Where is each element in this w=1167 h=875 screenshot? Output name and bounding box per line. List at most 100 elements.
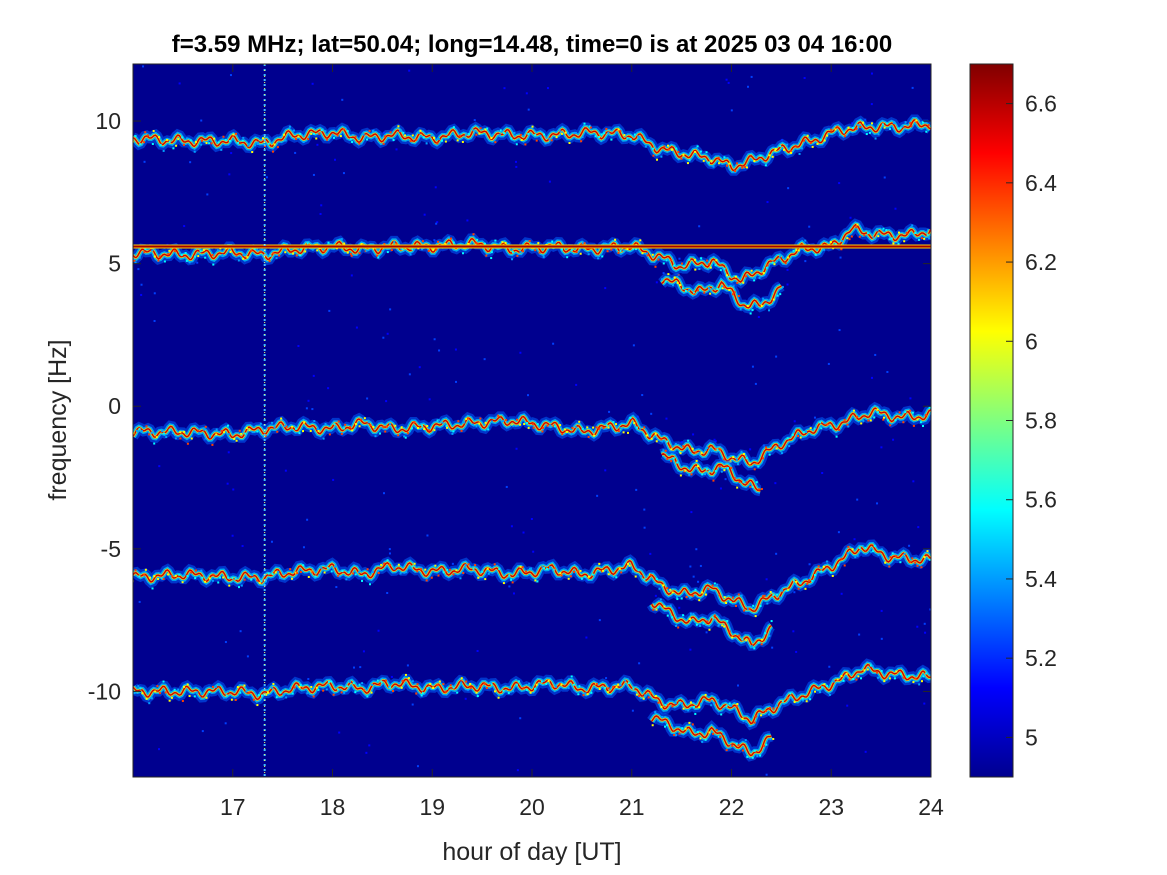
trace-pixel xyxy=(911,411,914,414)
trace-pixel xyxy=(475,241,478,244)
trace-pixel xyxy=(912,424,915,427)
trace-pixel xyxy=(302,564,305,567)
trace-pixel xyxy=(238,429,241,432)
trace-pixel xyxy=(733,477,736,480)
trace-pixel xyxy=(626,248,629,251)
heatmap-speckle-cell xyxy=(227,451,230,454)
trace-pixel xyxy=(490,416,493,419)
trace-pixel xyxy=(688,721,691,724)
heatmap-speckle-cell xyxy=(916,625,919,628)
trace-pixel xyxy=(595,426,598,429)
trace-pixel xyxy=(666,587,669,590)
trace-pixel xyxy=(397,434,400,437)
heatmap-traces xyxy=(133,64,931,777)
trace-pixel xyxy=(751,485,754,488)
trace-pixel xyxy=(675,734,678,737)
heatmap-speckle-cell xyxy=(546,87,549,90)
trace-pixel xyxy=(332,693,335,696)
trace-pixel xyxy=(741,306,744,309)
heatmap-speckle-cell xyxy=(365,751,368,754)
trace-pixel xyxy=(273,426,276,429)
colorbar-tick-label: 5.4 xyxy=(1025,566,1057,592)
trace-pixel xyxy=(352,247,355,250)
trace-pixel xyxy=(472,567,475,570)
trace-pixel xyxy=(740,450,743,453)
trace-pixel xyxy=(437,419,440,422)
trace-pixel xyxy=(597,257,600,260)
trace-pixel xyxy=(578,685,581,688)
trace-pixel xyxy=(389,131,392,134)
trace-pixel xyxy=(883,126,886,129)
y-tick-label: -10 xyxy=(88,678,121,704)
trace-pixel xyxy=(729,601,732,604)
trace-pixel xyxy=(865,133,868,136)
heatmap-speckle-cell xyxy=(786,283,789,286)
trace-pixel xyxy=(719,269,722,272)
trace-pixel xyxy=(295,254,298,257)
trace-pixel xyxy=(394,424,397,427)
heatmap-speckle-cell xyxy=(353,666,356,669)
trace-pixel xyxy=(573,570,576,573)
trace-pixel xyxy=(696,145,699,148)
trace-pixel xyxy=(222,576,225,579)
trace-pixel xyxy=(755,481,758,484)
trace-pixel xyxy=(864,546,867,549)
heatmap-speckle-cell xyxy=(827,362,830,365)
colorbar-tick-label: 6.2 xyxy=(1025,249,1057,275)
trace-pixel xyxy=(730,466,733,469)
trace-pixel xyxy=(318,132,321,135)
trace-pixel xyxy=(456,691,459,694)
trace-pixel xyxy=(360,142,363,145)
trace-pixel xyxy=(663,605,666,608)
trace-pixel xyxy=(685,595,688,598)
trace-pixel xyxy=(670,258,673,261)
trace-pixel xyxy=(871,665,874,668)
trace-pixel xyxy=(415,138,418,141)
trace-pixel xyxy=(225,694,228,697)
trace-pixel xyxy=(362,133,365,136)
trace-pixel xyxy=(708,699,711,702)
trace-pixel xyxy=(143,141,146,144)
trace-pixel xyxy=(186,683,189,686)
trace-pixel xyxy=(202,428,205,431)
trace-pixel xyxy=(607,687,610,690)
trace-pixel xyxy=(718,594,721,597)
trace-pixel xyxy=(397,682,400,685)
trace-pixel xyxy=(711,287,714,290)
trace-pixel xyxy=(742,481,745,484)
trace-pixel xyxy=(306,421,309,424)
trace-pixel xyxy=(507,692,510,695)
trace-pixel xyxy=(741,749,744,752)
trace-pixel xyxy=(540,680,543,683)
trace-pixel xyxy=(254,144,257,147)
trace-pixel xyxy=(523,423,526,426)
trace-pixel xyxy=(592,426,595,429)
trace-pixel xyxy=(385,425,388,428)
heatmap-trace xyxy=(133,114,931,176)
trace-pixel xyxy=(484,128,487,131)
trace-pixel xyxy=(744,739,747,742)
trace-pixel xyxy=(197,255,200,258)
heatmap-speckle-cell xyxy=(320,204,323,207)
heatmap-speckle-cell xyxy=(505,485,508,488)
trace-pixel xyxy=(446,568,449,571)
heatmap-speckle-cell xyxy=(307,677,310,680)
trace-pixel xyxy=(519,565,522,568)
trace-pixel xyxy=(649,573,652,576)
trace-pixel xyxy=(188,261,191,264)
trace-pixel xyxy=(729,744,732,747)
trace-pixel xyxy=(857,675,860,678)
trace-pixel xyxy=(279,576,282,579)
trace-pixel xyxy=(877,554,880,557)
heatmap-speckle-cell xyxy=(328,309,331,312)
trace-pixel xyxy=(227,433,230,436)
trace-pixel xyxy=(377,571,380,574)
trace-pixel xyxy=(304,250,307,253)
trace-pixel xyxy=(877,235,880,238)
y-tick-label: 0 xyxy=(108,393,121,419)
colorbar-tick-label: 6.6 xyxy=(1025,91,1057,117)
trace-pixel xyxy=(151,587,154,590)
trace-pixel xyxy=(847,545,850,548)
trace-pixel xyxy=(860,677,863,680)
trace-pixel xyxy=(477,576,480,579)
